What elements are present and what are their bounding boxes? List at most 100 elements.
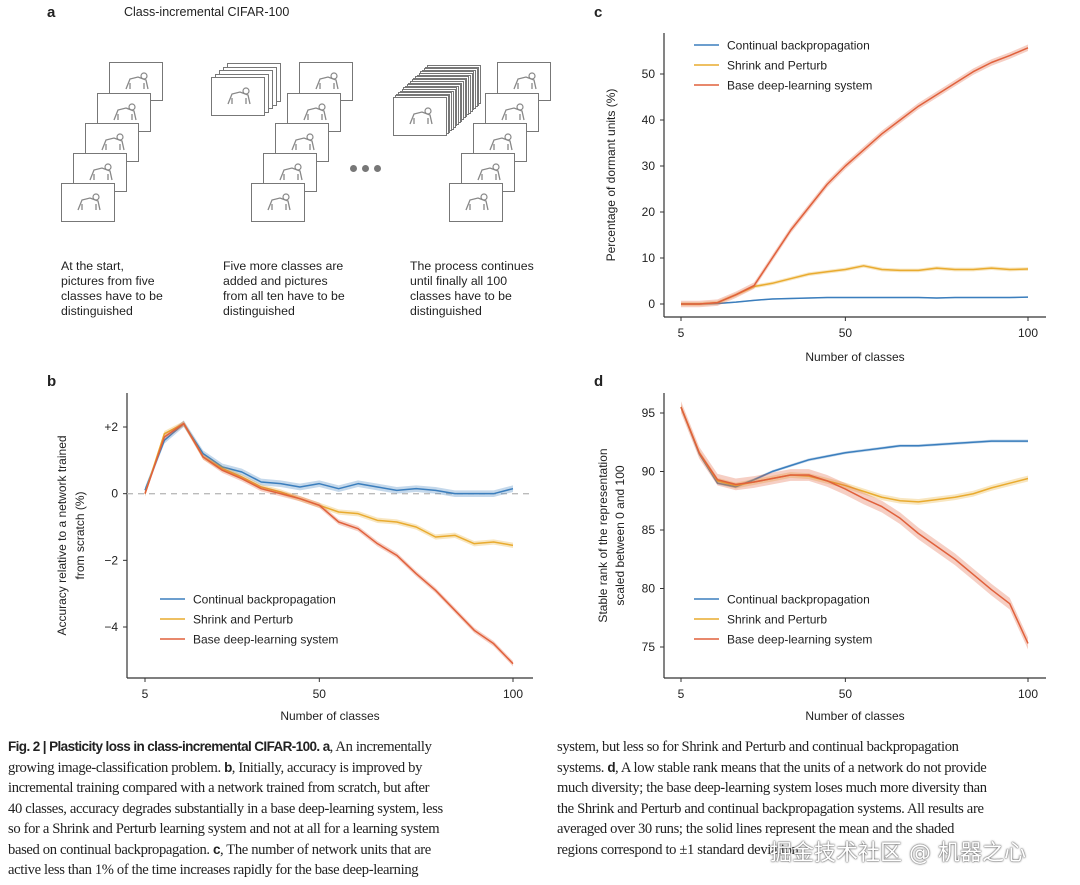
x-tick-label: 100 [1018,687,1038,701]
caption-line: averaged over 30 runs; the solid lines r… [557,819,987,840]
y-tick-label: 85 [642,523,656,537]
legend: Continual backpropagation Shrink and Pert… [694,593,872,647]
y-tick-label: 75 [642,640,656,654]
series-line-sp [680,406,1029,503]
y-tick-label: 90 [642,465,656,479]
x-tick-label: 5 [142,687,149,701]
caption-line: until finally all 100 [410,274,508,288]
caption-line: Fig. 2 | Plasticity loss in class-increm… [8,737,443,758]
caption-line: Five more classes are [223,259,344,273]
legend-label-cbp: Continual backpropagation [727,39,870,53]
fire-truck-card [393,97,447,136]
y-axis-label: Stable rank of the representation [596,448,610,622]
whale-icon [465,193,489,211]
caption-text: systems. [557,759,608,776]
ellipsis-dot [350,165,357,172]
whale-card [449,183,503,222]
series-line-base [144,422,514,665]
legend-label-sp: Shrink and Perturb [727,59,827,73]
caption-line: added and pictures [223,274,328,288]
panel-letter-b: b [47,373,57,390]
dog-card [61,183,115,222]
legend-label-cbp: Continual backpropagation [727,593,870,607]
caption-text: growing image-classification problem. [8,759,225,776]
caption-bold-text: b [224,759,232,775]
caption-line: classes have to be [61,289,163,303]
y-tick-label: 80 [642,582,656,596]
series-line-cbp [681,296,1029,305]
shark-icon [101,133,125,151]
y-tick-label: −2 [104,553,118,567]
ship-icon [477,163,501,181]
caption-line: based on continual backpropagation. c, T… [8,840,443,861]
bicycle-card [251,183,305,222]
ellipsis-dot [374,165,381,172]
caption-text: the Shrink and Perturb and continual bac… [557,800,984,817]
confidence-band-sp [681,263,1028,306]
x-tick-label: 100 [503,687,523,701]
chart-d: 95 90 85 80 75 5 50 100 Number of classes Stable … [596,393,1046,723]
series-line-base [680,406,1029,644]
caption-text: active less than 1% of the time increase… [8,862,419,878]
tv-icon [291,133,315,151]
x-tick-label: 100 [1018,326,1038,340]
car-icon [501,103,525,121]
caption-bold-text: d [607,759,616,775]
y-axis-label: from scratch (%) [73,491,87,579]
elephant-icon [279,163,303,181]
panel-letter-a: a [47,4,56,21]
y-tick-label: +2 [104,420,118,434]
caption-line: from all ten have to be [223,289,345,303]
chart-c: 0 10 20 30 40 50 5 50 100 Number of classes Percen… [604,33,1046,364]
horse-icon [513,72,537,90]
caption-line: regions correspond to ±1 standard deviat… [557,840,987,861]
y-tick-label: 0 [648,297,655,311]
caption-text: , Initially, accuracy is improved by [231,759,423,776]
legend-label-cbp: Continual backpropagation [193,593,336,607]
caption-text: based on continual backpropagation. [8,841,214,858]
y-axis-label: scaled between 0 and 100 [613,465,627,605]
series-line-cbp [144,422,514,495]
legend-label-base: Base deep-learning system [727,79,872,93]
figure-caption-left: Fig. 2 | Plasticity loss in class-increm… [8,737,443,881]
y-tick-label: 95 [642,406,656,420]
confidence-band-cbp [145,420,513,497]
caption-bold-text: c [213,841,221,857]
y-tick-label: 40 [642,113,656,127]
train-icon [125,72,149,90]
frog-icon [113,103,137,121]
airplane-icon [303,103,327,121]
bicycle-icon [267,193,291,211]
series-line-cbp [680,406,1028,488]
chart-b: +2 0 −2 −4 5 50 100 Number of classes Accuracy r… [55,393,533,723]
cat-icon [315,72,339,90]
series-line-base [681,47,1029,305]
caption-line: distinguished [61,304,133,318]
y-tick-label: 30 [642,159,656,173]
panel-letter-c: c [594,4,603,21]
caption-text: , An incrementally [329,739,432,755]
caption-line: distinguished [410,304,482,318]
x-axis-label: Number of classes [805,350,904,364]
legend-label-base: Base deep-learning system [727,633,872,647]
legend-label-base: Base deep-learning system [193,633,338,647]
x-tick-label: 50 [313,687,327,701]
y-tick-label: 20 [642,205,656,219]
caption-line: the Shrink and Perturb and continual bac… [557,799,987,820]
stacked-icon [227,87,251,105]
confidence-band-cbp [681,405,1028,489]
caption-text: much diversity; the base deep-learning s… [557,780,987,796]
x-axis-label: Number of classes [805,709,904,723]
caption-line: growing image-classification problem. b,… [8,758,443,779]
stacked-icon [409,107,433,125]
figure-caption-right: system, but less so for Shrink and Pertu… [557,737,987,860]
y-axis-label: Accuracy relative to a network trained [55,435,69,635]
caption-text: 40 classes, accuracy degrades substantia… [8,800,443,817]
stage-2-caption: Five more classes are added and pictures… [223,259,345,319]
legend-label-sp: Shrink and Perturb [727,613,827,627]
caption-line: system, but less so for Shrink and Pertu… [557,737,987,758]
caption-line: classes have to be [410,289,512,303]
caption-line: systems. d, A low stable rank means that… [557,758,987,779]
confidence-band-base [145,421,513,667]
